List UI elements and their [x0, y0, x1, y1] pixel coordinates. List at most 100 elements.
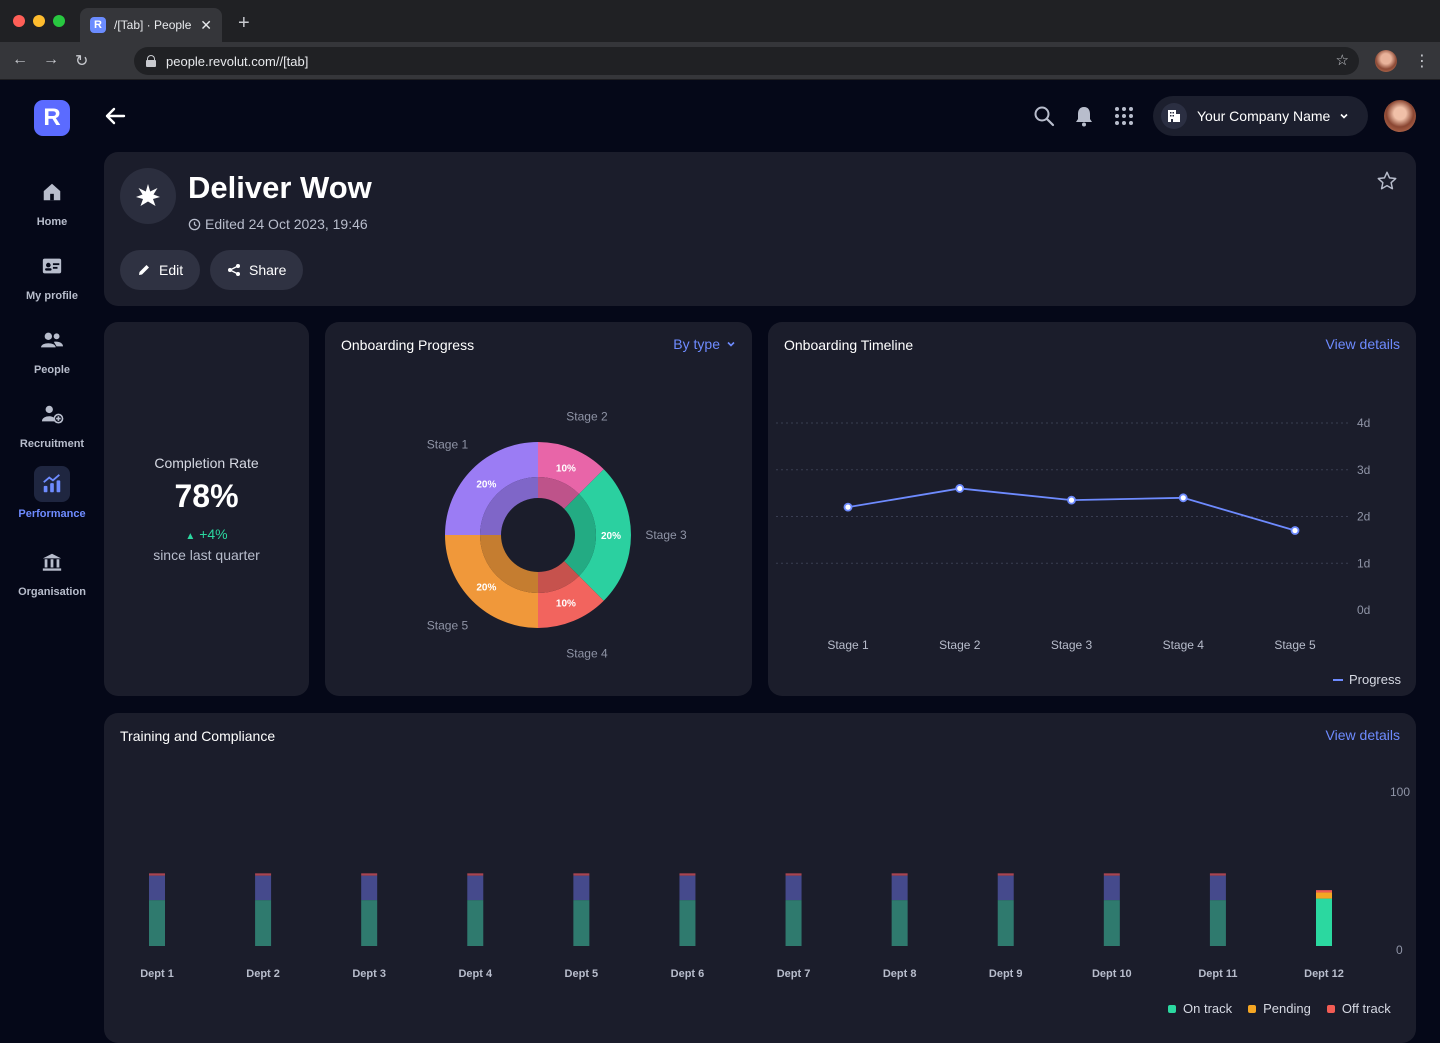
data-point — [1067, 495, 1076, 505]
legend-swatch — [1332, 678, 1343, 681]
minimize-window-button[interactable] — [33, 15, 45, 27]
completion-subtitle: since last quarter — [153, 547, 260, 563]
bar-segment — [1103, 873, 1120, 876]
user-avatar[interactable] — [1384, 100, 1416, 132]
favorite-star-icon[interactable] — [1376, 170, 1398, 192]
sidebar-item-recruitment[interactable]: Recruitment — [0, 396, 104, 450]
sidebar-item-people[interactable]: People — [0, 322, 104, 376]
x-tick-label: Stage 2 — [939, 638, 981, 652]
company-name: Your Company Name — [1197, 108, 1331, 124]
browser-back-icon[interactable]: ← — [12, 51, 28, 68]
bar-segment — [361, 873, 378, 876]
browser-menu-icon[interactable]: ⋮ — [1414, 53, 1430, 70]
y-tick-label: 100 — [1390, 785, 1410, 799]
history-icon — [188, 218, 201, 230]
training-legend: On track Pending Off track — [1168, 1001, 1391, 1016]
by-type-dropdown[interactable]: By type — [673, 336, 736, 352]
search-icon[interactable] — [1032, 104, 1056, 128]
new-tab-icon[interactable]: + — [238, 12, 250, 34]
close-window-button[interactable] — [13, 15, 25, 27]
bar-segment — [1316, 892, 1332, 899]
sidebar-item-label: My profile — [26, 290, 78, 302]
bar-segment — [149, 900, 165, 946]
x-tick-label: Dept 4 — [458, 968, 493, 980]
bar-segment — [361, 900, 378, 946]
donut-slice — [445, 535, 538, 628]
series-line — [847, 487, 1296, 532]
data-point — [843, 502, 853, 512]
x-tick-label: Stage 4 — [1163, 638, 1205, 652]
bell-icon[interactable] — [1072, 104, 1096, 128]
address-bar[interactable]: people.revolut.com//[tab] ☆ — [134, 47, 1359, 75]
sidebar-item-my-profile[interactable]: My profile — [0, 248, 104, 302]
sidebar-item-performance[interactable]: Performance — [0, 466, 104, 520]
browser-tab-strip: R /[Tab] · People ✕ + — [0, 0, 1440, 42]
bar-segment — [149, 875, 165, 901]
edit-button[interactable]: Edit — [120, 250, 201, 290]
bar-segment — [997, 875, 1014, 901]
tab-close-icon[interactable]: ✕ — [200, 16, 212, 33]
slice-value-label: 20% — [476, 479, 496, 490]
bar-segment — [1103, 900, 1120, 946]
share-button[interactable]: Share — [210, 250, 304, 290]
x-tick-label: Dept 6 — [671, 968, 705, 980]
back-arrow-icon[interactable] — [104, 104, 126, 128]
training-view-details-link[interactable]: View details — [1325, 727, 1400, 743]
page-title: Deliver Wow — [188, 170, 372, 205]
lock-icon — [146, 55, 156, 67]
onboarding-timeline-card: Onboarding Timeline View details 0d 1d 2d 3… — [768, 322, 1416, 696]
browser-tab[interactable]: R /[Tab] · People ✕ — [80, 8, 222, 42]
completion-change: ▲ +4% — [104, 526, 309, 542]
legend-label: Off track — [1341, 1001, 1391, 1016]
legend-label: Progress — [1348, 672, 1401, 687]
donut-slice — [445, 442, 538, 535]
tab-title: /[Tab] · People — [114, 18, 192, 32]
legend-label: Pending — [1263, 1001, 1311, 1016]
donut-slice — [579, 469, 631, 601]
sidebar-item-label: Recruitment — [19, 438, 85, 450]
data-point — [1178, 493, 1188, 503]
chevron-down-icon — [1340, 113, 1348, 119]
bar-segment — [149, 873, 165, 876]
x-tick-label: Stage 5 — [1274, 638, 1316, 652]
sidebar-item-organisation[interactable]: Organisation — [0, 544, 104, 598]
data-point — [1290, 526, 1300, 535]
donut-chart: 10% Stage 2 20% Stage 3 10% Stage 4 20% Stage 5… — [427, 410, 687, 661]
bar-segment — [361, 875, 378, 901]
bar-segment — [1209, 875, 1226, 901]
slice-category-label: Stage 4 — [566, 646, 608, 660]
x-tick-label: Dept 1 — [140, 968, 174, 980]
bookmark-star-icon[interactable]: ☆ — [1335, 52, 1349, 69]
chart-icon — [34, 466, 70, 502]
bar-segment — [997, 900, 1014, 946]
browser-forward-icon[interactable]: → — [43, 51, 59, 68]
completion-change-value: +4% — [199, 526, 228, 542]
url-text: people.revolut.com//[tab] — [166, 53, 309, 69]
donut-inner-slice — [564, 493, 596, 577]
company-switcher[interactable]: Your Company Name — [1153, 96, 1368, 136]
legend-item-on-track: On track — [1168, 1001, 1232, 1016]
share-label: Share — [249, 262, 287, 278]
reload-icon[interactable]: ↻ — [75, 53, 89, 70]
bar-segment — [679, 875, 696, 901]
apps-grid-icon[interactable] — [1112, 104, 1136, 128]
app-logo[interactable]: R — [34, 100, 70, 136]
sidebar-item-home[interactable]: Home — [0, 174, 104, 228]
bar-segment — [891, 873, 908, 876]
bar-chart: 100 0 Dept 1 Dept 2 Dept 3 Dept 4 Dept 5 Dept 6… — [140, 785, 1410, 980]
bar-segment — [255, 873, 272, 876]
browser-profile-avatar[interactable] — [1375, 50, 1397, 72]
slice-category-label: Stage 1 — [427, 437, 469, 451]
donut-slice — [538, 442, 604, 494]
bar-segment — [679, 873, 696, 876]
bar-segment — [1209, 873, 1226, 876]
bar-segment — [467, 900, 484, 946]
onboarding-progress-card: Onboarding Progress By type 10% Stage 2 20… — [325, 322, 752, 696]
edited-timestamp: Edited 24 Oct 2023, 19:46 — [188, 216, 368, 232]
x-tick-label: Dept 12 — [1304, 968, 1344, 980]
maximize-window-button[interactable] — [53, 15, 65, 27]
training-title: Training and Compliance — [120, 728, 276, 744]
pencil-icon — [139, 265, 149, 275]
donut-inner-slice — [480, 477, 538, 535]
timeline-view-details-link[interactable]: View details — [1325, 336, 1400, 352]
